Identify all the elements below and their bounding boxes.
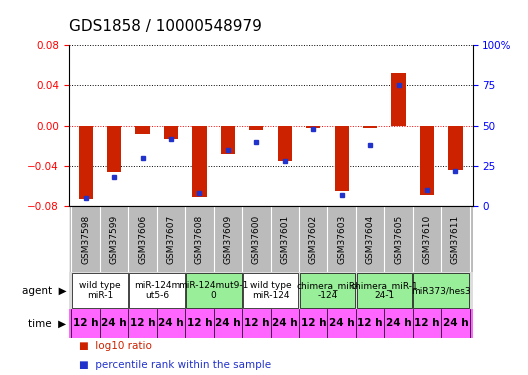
Bar xyxy=(413,273,469,308)
Text: chimera_miR-
-124: chimera_miR- -124 xyxy=(297,281,359,300)
Bar xyxy=(420,126,434,195)
Bar xyxy=(107,126,121,172)
Text: GSM37607: GSM37607 xyxy=(166,214,175,264)
Text: 24 h: 24 h xyxy=(329,318,354,328)
Text: miR-124m
ut5-6: miR-124m ut5-6 xyxy=(134,281,180,300)
Text: GSM37598: GSM37598 xyxy=(81,214,90,264)
Text: 24 h: 24 h xyxy=(101,318,127,328)
Text: 24 h: 24 h xyxy=(158,318,184,328)
Bar xyxy=(243,273,298,308)
Text: wild type
miR-1: wild type miR-1 xyxy=(79,281,121,300)
Text: GSM37603: GSM37603 xyxy=(337,214,346,264)
Text: miR373/hes3: miR373/hes3 xyxy=(411,286,471,295)
Bar xyxy=(391,73,406,126)
Bar xyxy=(448,126,463,170)
Text: 12 h: 12 h xyxy=(414,318,440,328)
Text: GSM37601: GSM37601 xyxy=(280,214,289,264)
Text: 24 h: 24 h xyxy=(272,318,298,328)
Text: 12 h: 12 h xyxy=(73,318,98,328)
Text: 24 h: 24 h xyxy=(386,318,411,328)
Text: miR-124mut9-1
0: miR-124mut9-1 0 xyxy=(178,281,249,300)
Bar xyxy=(192,126,206,197)
Bar xyxy=(186,273,242,308)
Text: GSM37604: GSM37604 xyxy=(366,214,375,264)
Text: 24 h: 24 h xyxy=(442,318,468,328)
Bar xyxy=(136,126,150,134)
Text: 24 h: 24 h xyxy=(215,318,241,328)
Text: 12 h: 12 h xyxy=(187,318,212,328)
Bar xyxy=(221,126,235,154)
Text: GSM37605: GSM37605 xyxy=(394,214,403,264)
Bar xyxy=(164,126,178,139)
Bar xyxy=(335,126,349,191)
Text: GSM37602: GSM37602 xyxy=(309,214,318,264)
Bar xyxy=(363,126,378,128)
Text: GSM37610: GSM37610 xyxy=(422,214,431,264)
Bar xyxy=(356,273,412,308)
Text: 12 h: 12 h xyxy=(130,318,155,328)
Text: GSM37608: GSM37608 xyxy=(195,214,204,264)
Text: time  ▶: time ▶ xyxy=(29,318,67,328)
Bar xyxy=(249,126,263,130)
Text: GSM37606: GSM37606 xyxy=(138,214,147,264)
Text: GSM37599: GSM37599 xyxy=(110,214,119,264)
Text: GDS1858 / 10000548979: GDS1858 / 10000548979 xyxy=(69,19,261,34)
Bar xyxy=(129,273,185,308)
Text: 12 h: 12 h xyxy=(357,318,383,328)
Bar xyxy=(306,126,320,128)
Text: GSM37609: GSM37609 xyxy=(223,214,232,264)
Bar xyxy=(299,273,355,308)
Text: wild type
miR-124: wild type miR-124 xyxy=(250,281,291,300)
Text: GSM37600: GSM37600 xyxy=(252,214,261,264)
Bar xyxy=(278,126,292,161)
Text: GSM37611: GSM37611 xyxy=(451,214,460,264)
Text: 12 h: 12 h xyxy=(300,318,326,328)
Text: ■  percentile rank within the sample: ■ percentile rank within the sample xyxy=(79,360,271,370)
Text: ■  log10 ratio: ■ log10 ratio xyxy=(79,341,152,351)
Text: chimera_miR-1
24-1: chimera_miR-1 24-1 xyxy=(351,281,418,300)
Text: agent  ▶: agent ▶ xyxy=(22,286,67,296)
Bar xyxy=(72,273,128,308)
Bar xyxy=(79,126,93,199)
Text: 12 h: 12 h xyxy=(243,318,269,328)
